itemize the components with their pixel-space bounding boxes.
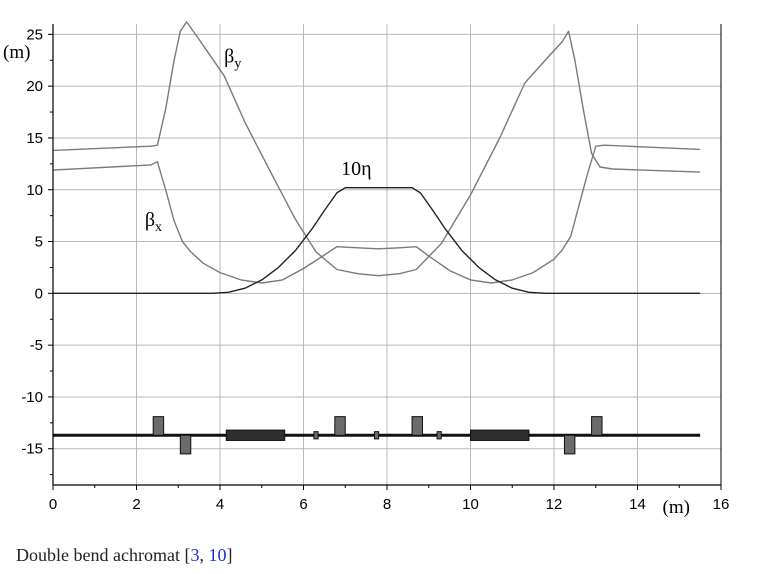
x-tick-label-1: 2 bbox=[132, 496, 140, 513]
lattice-quad-focusing-4 bbox=[334, 416, 346, 436]
x-tick-label-4: 8 bbox=[383, 496, 391, 513]
y-tick-label-8: -15 bbox=[21, 441, 43, 458]
lattice-quad-defocusing-1 bbox=[179, 434, 192, 455]
x-axis-unit-label: (m) bbox=[663, 497, 690, 518]
caption-close: ] bbox=[226, 545, 233, 565]
citation-link-10[interactable]: 10 bbox=[208, 545, 227, 565]
y-tick-label-4: 5 bbox=[35, 234, 43, 251]
caption-text: Double bend achromat [ bbox=[16, 545, 191, 565]
series-line-2 bbox=[53, 186, 701, 294]
lattice-layout bbox=[53, 416, 701, 455]
series-line-0 bbox=[52, 21, 701, 277]
lattice-quad-focusing-0 bbox=[152, 416, 165, 436]
series-line-1 bbox=[52, 144, 701, 284]
lattice-quad-focusing-10 bbox=[591, 416, 603, 436]
y-tick-label-3: 10 bbox=[26, 182, 43, 199]
x-tick-label-3: 6 bbox=[299, 496, 307, 513]
lattice-quad-defocusing-9 bbox=[563, 434, 576, 455]
citation-link-3[interactable]: 3 bbox=[190, 545, 200, 565]
curves bbox=[52, 21, 701, 294]
x-tick-label-8: 16 bbox=[713, 496, 730, 513]
x-tick-label-5: 10 bbox=[462, 496, 479, 513]
y-tick-label-7: -10 bbox=[21, 389, 43, 406]
y-tick-label-2: 15 bbox=[26, 130, 43, 147]
lattice-dipole-8 bbox=[470, 429, 530, 441]
y-tick-label-0: 25 bbox=[26, 26, 43, 43]
x-tick-label-2: 4 bbox=[216, 496, 224, 513]
y-tick-label-1: 20 bbox=[26, 78, 43, 95]
curve-label-1: βx bbox=[145, 209, 162, 235]
lattice-quad-focusing-6 bbox=[411, 416, 423, 436]
y-axis-unit-label: (m) bbox=[3, 42, 30, 63]
y-tick-label-5: 0 bbox=[35, 285, 43, 302]
curve-label-2: 10η bbox=[341, 158, 371, 180]
axes: 0 2 4 6 8 10 12 14 16 25 20 15 10 5 0 -5 -10 -15 bbox=[21, 24, 729, 513]
grid bbox=[53, 24, 721, 485]
y-tick-label-6: -5 bbox=[30, 337, 43, 354]
lattice-sextupole-5 bbox=[373, 431, 380, 440]
curve-label-0: βy bbox=[224, 45, 241, 71]
lattice-sextupole-7 bbox=[436, 431, 442, 440]
curve-labels: βy βx 10η bbox=[145, 45, 372, 235]
x-tick-label-7: 14 bbox=[629, 496, 646, 513]
lattice-dipole-2 bbox=[225, 429, 286, 441]
caption-separator: , bbox=[199, 545, 209, 565]
figure-caption: Double bend achromat [3, 10] bbox=[16, 545, 232, 566]
lattice-sextupole-3 bbox=[313, 431, 319, 440]
x-tick-label-6: 12 bbox=[546, 496, 563, 513]
x-tick-label-0: 0 bbox=[49, 496, 57, 513]
